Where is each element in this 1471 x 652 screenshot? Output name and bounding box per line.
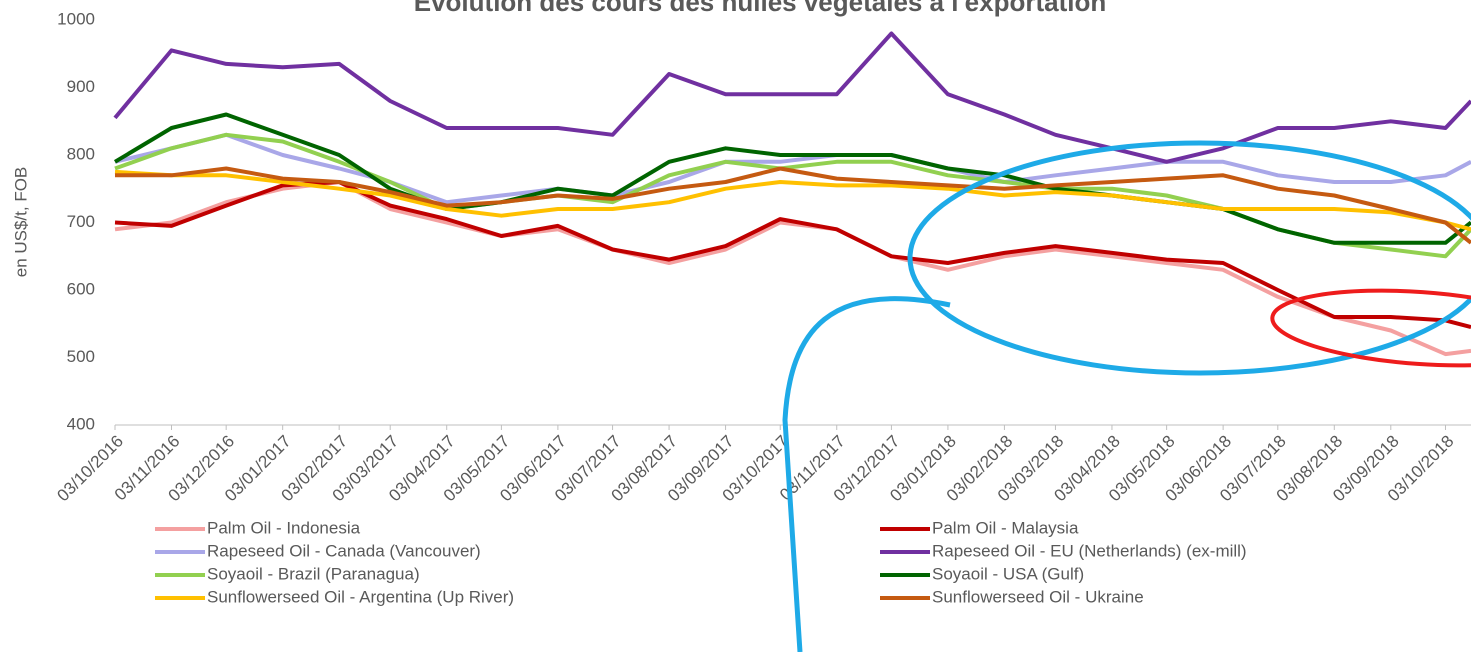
chart-title: Évolution des cours des huiles végétales… [414,0,1107,17]
legend-label: Sunflowerseed Oil - Argentina (Up River) [207,587,514,606]
y-axis-label: en US$/t, FOB [11,167,30,278]
series-line [114,132,1471,205]
series-line [113,112,1471,245]
highlight-ellipse [1270,288,1471,368]
legend-label: Soyaoil - USA (Gulf) [932,564,1084,583]
legend-label: Rapeseed Oil - Canada (Vancouver) [207,541,481,560]
y-tick-label: 700 [67,212,95,231]
y-tick-label: 900 [67,77,95,96]
legend-label: Rapeseed Oil - EU (Netherlands) (ex-mill… [932,541,1247,560]
y-tick-label: 1000 [57,9,95,28]
highlight-ellipse [907,140,1471,376]
callout-curve [782,296,951,652]
y-tick-label: 600 [67,279,95,298]
y-tick-label: 500 [67,347,95,366]
series-line [113,31,1471,164]
series-line [114,180,1471,330]
legend-label: Soyaoil - Brazil (Paranagua) [207,564,420,583]
legend-label: Palm Oil - Indonesia [207,518,361,537]
legend-label: Sunflowerseed Oil - Ukraine [932,587,1144,606]
series-line [114,169,1471,232]
y-tick-label: 400 [67,414,95,433]
legend-label: Palm Oil - Malaysia [932,518,1079,537]
series-line [115,166,1471,245]
annotations [782,140,1471,652]
y-tick-label: 800 [67,144,95,163]
